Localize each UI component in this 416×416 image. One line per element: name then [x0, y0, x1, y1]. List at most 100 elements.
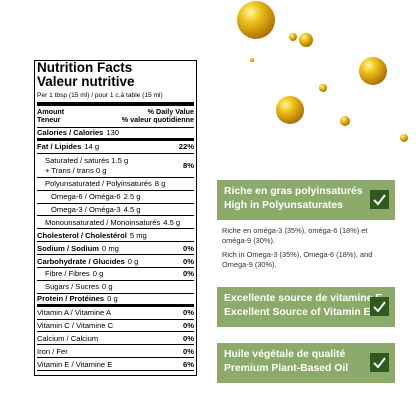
- label: Protein / Protéines: [37, 294, 105, 304]
- row-label: Omega-3 / Oméga-3 4.5 g: [37, 205, 141, 214]
- row-label: Carbohydrate / Glucides 0 g: [37, 257, 138, 266]
- dv: 0%: [183, 269, 194, 279]
- line: Saturated / saturés 1.5 g: [45, 156, 128, 165]
- row-label: Fibre / Fibres 0 g: [37, 269, 103, 278]
- label: Sodium / Sodium: [37, 243, 100, 253]
- row: Sodium / Sodium 0 mg 0%: [37, 242, 194, 256]
- label: Vitamin E / Vitamine E: [37, 359, 113, 369]
- row: Cholesterol / Cholestérol 5 mg: [37, 229, 194, 243]
- oil-drops: [237, 1, 408, 142]
- label: Sugars / Sucres: [45, 282, 100, 292]
- row-label: Sodium / Sodium 0 mg: [37, 244, 119, 253]
- row-label: Vitamin C / Vitamine C: [37, 321, 113, 330]
- row: Fat / Lipides 14 g 22%: [37, 141, 194, 154]
- dv: 0%: [183, 243, 194, 253]
- row: Protein / Protéines 0 g: [37, 294, 194, 307]
- dv: % Daily Value: [147, 107, 194, 116]
- note: Rich in Omega-3 (35%), Omega-6 (18%), an…: [222, 250, 373, 269]
- label: Calories / Calories: [37, 128, 104, 138]
- amount-fr: Teneur: [37, 115, 61, 124]
- row: Iron / Fer 0%: [37, 345, 194, 359]
- dv: 0%: [183, 321, 194, 331]
- row: Omega-3 / Oméga-3 4.5 g: [37, 204, 194, 217]
- row-label: Sugars / Sucres 0 g: [37, 282, 113, 291]
- row: Fibre / Fibres 0 g 0%: [37, 268, 194, 281]
- label: Vitamin A / Vitamine A: [37, 308, 112, 318]
- row-label: Calcium / Calcium: [37, 334, 98, 343]
- amount: 0 g: [102, 282, 113, 292]
- feature-title-en: Excellent Source of Vitamin E: [224, 307, 371, 318]
- amount: 0 mg: [102, 243, 119, 253]
- row-label: Cholesterol / Cholestérol 5 mg: [37, 231, 147, 240]
- row-label: Monounsaturated / Monoinsaturés 4.5 g: [37, 218, 180, 227]
- amount: 8 g: [154, 179, 166, 189]
- row-label: Vitamin A / Vitamine A: [37, 308, 111, 317]
- amount: 0 g: [95, 165, 107, 175]
- label: Saturated / saturés: [45, 155, 110, 165]
- dv: 8%: [183, 160, 194, 170]
- row: Calcium / Calcium 0%: [37, 332, 194, 346]
- feature-title-en: High in Polyunsaturates: [224, 200, 343, 211]
- amount: 0 g: [107, 294, 118, 304]
- row-label: Protein / Protéines 0 g: [37, 294, 118, 303]
- amount: 4.5 g: [163, 217, 181, 227]
- row-label: Polyunsaturated / Polyinsaturés 8 g: [37, 179, 165, 188]
- feature-title-fr: Excellente source de vitamine E: [224, 293, 383, 304]
- row: Carbohydrate / Glucides 0 g 0%: [37, 255, 194, 269]
- feature-title-fr: Riche en gras polyinsaturés: [224, 186, 363, 197]
- row: Calories / Calories 130: [37, 128, 194, 141]
- label: Fibre / Fibres: [45, 269, 90, 279]
- row: Vitamin C / Vitamine C 0%: [37, 320, 194, 333]
- label: Calcium / Calcium: [37, 333, 99, 343]
- label: Iron / Fer: [37, 346, 68, 356]
- row-label: Iron / Fer: [37, 347, 68, 356]
- label: + Trans / trans: [45, 165, 94, 175]
- label: Fat / Lipides: [37, 142, 82, 152]
- note: Riche en oméga-3 (35%), oméga-6 (18%) et…: [222, 226, 368, 245]
- amount: 0 g: [127, 256, 139, 266]
- feature-title-en: Premium Plant-Based Oil: [224, 363, 349, 374]
- row: Omega-6 / Oméga-6 2.5 g: [37, 191, 194, 204]
- label: Vitamin C / Vitamine C: [37, 321, 114, 331]
- row: Vitamin E / Vitamine E 6%: [37, 358, 194, 372]
- row: Monounsaturated / Monoinsaturés 4.5 g: [37, 216, 194, 230]
- label: Omega-3 / Oméga-3: [51, 205, 121, 214]
- checkbox: [370, 190, 389, 209]
- label: Omega-6 / Oméga-6: [51, 192, 121, 202]
- row-label: Omega-6 / Oméga-6 2.5 g: [37, 192, 141, 201]
- dv: 6%: [183, 359, 194, 369]
- checkbox: [370, 297, 389, 316]
- row: Vitamin A / Vitamine A 0%: [37, 307, 194, 320]
- feature-box: Riche en gras polyinsaturés High in Polyu…: [217, 180, 395, 220]
- amount: 1.5 g: [111, 155, 129, 165]
- dv: 0%: [183, 346, 194, 356]
- feature-box: Huile végétale de qualité Premium Plant-B…: [217, 343, 395, 383]
- nutrition-table: Nutrition Facts Valeur nutritive Per 1 t…: [34, 60, 197, 376]
- title-fr: Valeur nutritive: [37, 74, 135, 89]
- dv: 22%: [178, 142, 194, 152]
- dv: 0%: [183, 333, 194, 343]
- amount: 2.5 g: [123, 192, 141, 202]
- amount: 130: [106, 128, 119, 138]
- rows: Calories / Calories 130 Fat / Lipides 14 g 2…: [37, 128, 194, 372]
- feature-box: Excellente source de vitamine E Excellent…: [217, 287, 395, 327]
- serving: Per 1 tbsp (15 ml) / pour 1 c.à table (1…: [37, 92, 194, 106]
- feature-title-fr: Huile végétale de qualité: [224, 349, 346, 360]
- label: Polyunsaturated / Polyinsaturés: [45, 179, 152, 189]
- row-label: Vitamin E / Vitamine E: [37, 360, 112, 369]
- amount: 5 mg: [129, 230, 147, 240]
- dv: 0%: [183, 308, 194, 318]
- row-label: Saturated / saturés 1.5 g + Trans / trans…: [37, 156, 128, 175]
- label: Monounsaturated / Monoinsaturés: [45, 217, 161, 227]
- row-label: Fat / Lipides 14 g: [37, 142, 99, 151]
- amount: 4.5 g: [123, 205, 141, 214]
- label: Carbohydrate / Glucides: [37, 256, 125, 266]
- amount: 14 g: [84, 142, 100, 152]
- title: Nutrition Facts: [37, 60, 133, 75]
- row: Saturated / saturés 1.5 g + Trans / trans…: [37, 154, 194, 178]
- row: Sugars / Sucres 0 g: [37, 281, 194, 294]
- amount: Amount: [37, 107, 65, 116]
- label: Cholesterol / Cholestérol: [37, 230, 127, 240]
- amount: 0 g: [92, 269, 104, 279]
